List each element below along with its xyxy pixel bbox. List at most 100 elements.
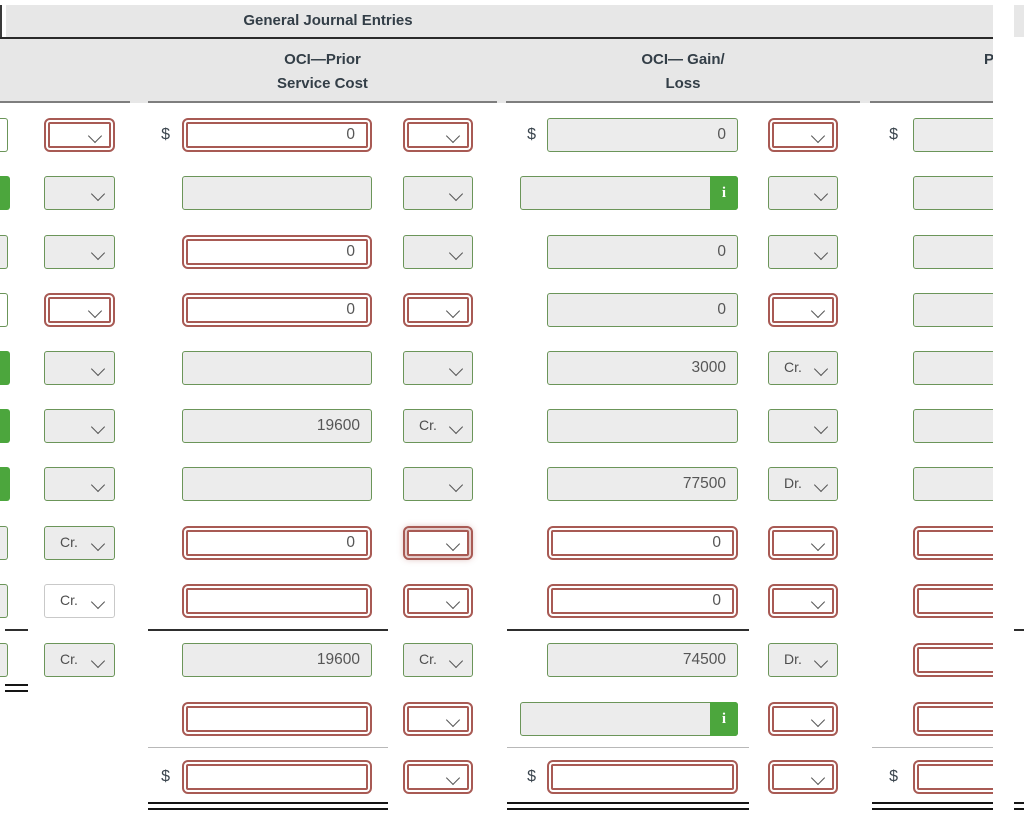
gain-loss-amount-input: 77500 — [547, 467, 738, 501]
separator-rule — [872, 747, 993, 748]
info-button[interactable]: i — [710, 176, 738, 210]
journal-row-11: i — [0, 702, 993, 736]
double-rule — [507, 802, 749, 810]
gain-loss-side-select: Dr. — [768, 467, 838, 501]
chevron-down-icon — [813, 245, 829, 261]
next-column-amount-input — [913, 293, 993, 327]
gain-loss-side-select[interactable] — [768, 702, 838, 736]
prior-service-amount-input — [182, 467, 372, 501]
account-side-select[interactable]: Cr. — [44, 584, 115, 618]
next-column-amount-input[interactable] — [913, 760, 993, 794]
gain-loss-side-select — [768, 235, 838, 269]
chevron-down-icon — [813, 653, 829, 669]
column-header-gain-loss: OCI— Gain/ Loss — [506, 48, 860, 98]
next-column-amount-input[interactable] — [913, 643, 993, 677]
account-side-select: Cr. — [44, 526, 115, 560]
gain-loss-side-select: Cr. — [768, 351, 838, 385]
prior-service-side-select — [403, 467, 473, 501]
chevron-down-icon — [810, 128, 826, 144]
select-value: Cr. — [419, 651, 437, 667]
prior-service-amount-input[interactable]: 0 — [182, 293, 372, 327]
info-button[interactable]: i — [710, 702, 738, 736]
gain-loss-amount-input[interactable]: 0 — [547, 584, 738, 618]
column-header-line: OCI— Gain/ — [641, 51, 725, 68]
account-side-select: Cr. — [44, 643, 115, 677]
account-side-select — [44, 467, 115, 501]
prior-service-amount-input[interactable] — [182, 584, 372, 618]
next-column-amount-input[interactable] — [913, 584, 993, 618]
double-rule — [872, 802, 993, 810]
info-button-clipped[interactable] — [0, 176, 10, 210]
prior-service-side-select[interactable] — [403, 293, 473, 327]
prior-service-amount-input[interactable] — [182, 760, 372, 794]
clipped-left-border — [0, 5, 2, 37]
double-rule — [148, 802, 388, 810]
next-column-amount-input — [913, 467, 993, 501]
chevron-down-icon — [810, 594, 826, 610]
chevron-down-icon — [448, 477, 464, 493]
chevron-down-icon — [90, 536, 106, 552]
select-value: Cr. — [60, 534, 78, 550]
account-side-select[interactable] — [44, 118, 115, 152]
prior-service-side-select[interactable] — [403, 118, 473, 152]
column-header-next-clipped: P — [870, 48, 993, 98]
account-amount-input-clipped — [0, 235, 8, 269]
prior-service-amount-input — [182, 351, 372, 385]
prior-service-amount-input[interactable]: 0 — [182, 235, 372, 269]
chevron-down-icon — [813, 186, 829, 202]
next-column-amount-input — [913, 176, 993, 210]
prior-service-side-select — [403, 176, 473, 210]
gain-loss-side-select[interactable] — [768, 760, 838, 794]
next-column-amount-input — [913, 118, 993, 152]
info-button-clipped[interactable] — [0, 351, 10, 385]
account-amount-input-clipped[interactable] — [0, 118, 8, 152]
amount-value: 74500 — [682, 651, 726, 668]
next-column-amount-input[interactable] — [913, 702, 993, 736]
gain-loss-side-select[interactable] — [768, 584, 838, 618]
double-rule — [5, 684, 28, 692]
prior-service-side-select[interactable] — [403, 584, 473, 618]
amount-value: 19600 — [316, 651, 360, 668]
gain-loss-amount-input[interactable] — [547, 760, 738, 794]
amount-value: 0 — [712, 592, 721, 609]
gain-loss-side-select[interactable] — [768, 293, 838, 327]
account-side-select[interactable] — [44, 293, 115, 327]
info-button-clipped[interactable] — [0, 467, 10, 501]
prior-service-amount-input[interactable]: 0 — [182, 526, 372, 560]
chevron-down-icon — [813, 477, 829, 493]
chevron-down-icon — [90, 419, 106, 435]
prior-service-side-select[interactable] — [403, 702, 473, 736]
amount-value: 0 — [346, 126, 355, 143]
currency-symbol: $ — [527, 126, 536, 143]
gain-loss-amount-input[interactable]: 0 — [547, 526, 738, 560]
select-value: Cr. — [60, 651, 78, 667]
column-header-line: Loss — [665, 75, 701, 92]
account-side-select — [44, 235, 115, 269]
journal-row-5: 3000 Cr. — [0, 351, 993, 385]
chevron-down-icon — [448, 419, 464, 435]
header-top-rule — [0, 37, 993, 39]
account-side-select — [44, 351, 115, 385]
prior-service-side-select[interactable] — [403, 760, 473, 794]
header-underline — [870, 101, 993, 103]
clipped-next-panel-double-rule — [1014, 802, 1024, 810]
chevron-down-icon — [810, 536, 826, 552]
column-header-line: Service Cost — [277, 75, 368, 92]
total-rule — [5, 629, 28, 631]
prior-service-amount-input[interactable]: 0 — [182, 118, 372, 152]
journal-row-4: 0 0 — [0, 293, 993, 327]
clipped-next-panel-titlebar — [1014, 5, 1024, 37]
account-amount-input-clipped — [0, 643, 8, 677]
header-underline — [148, 101, 497, 103]
prior-service-amount-input[interactable] — [182, 702, 372, 736]
gain-loss-side-select[interactable] — [768, 526, 838, 560]
journal-row-6: 19600 Cr. — [0, 409, 993, 443]
next-column-amount-input[interactable] — [913, 526, 993, 560]
chevron-down-icon — [445, 128, 461, 144]
gain-loss-side-select[interactable] — [768, 118, 838, 152]
prior-service-side-select[interactable] — [403, 526, 473, 560]
account-amount-input-clipped[interactable] — [0, 293, 8, 327]
gain-loss-amount-input: 0 — [547, 118, 738, 152]
amount-value: 0 — [712, 534, 721, 551]
info-button-clipped[interactable] — [0, 409, 10, 443]
